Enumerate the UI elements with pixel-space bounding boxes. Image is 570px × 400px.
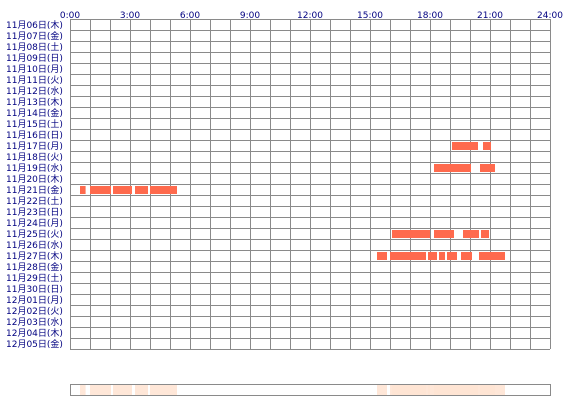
interval-bar: [439, 252, 445, 260]
row-label: 11月29日(土): [6, 272, 63, 284]
summary-segment: [80, 385, 86, 395]
row-label: 11月16日(日): [6, 130, 63, 141]
summary-segment: [447, 385, 457, 395]
row-label: 11月09日(日): [6, 53, 63, 64]
summary-strip: [70, 384, 551, 396]
interval-bar: [80, 186, 86, 194]
x-tick-label: 0:00: [60, 11, 80, 21]
row-label: 11月28日(金): [6, 261, 63, 273]
interval-bar: [434, 230, 454, 238]
x-tick-label: 15:00: [357, 11, 383, 21]
x-tick-label: 12:00: [297, 11, 323, 21]
interval-bar: [447, 252, 457, 260]
interval-bar: [113, 186, 132, 194]
summary-segment: [377, 385, 387, 395]
row-label: 11月13日(木): [6, 96, 63, 108]
row-label: 12月02日(火): [6, 306, 63, 317]
summary-segment: [479, 385, 505, 395]
interval-bars: [80, 142, 505, 260]
interval-bar: [434, 164, 471, 172]
x-tick-label: 21:00: [477, 11, 503, 21]
row-label: 11月15日(土): [6, 118, 63, 130]
row-label: 11月06日(木): [6, 19, 63, 31]
interval-bar: [480, 164, 495, 172]
row-label: 12月04日(木): [6, 327, 63, 339]
interval-bar: [483, 142, 491, 150]
row-label: 11月17日(月): [6, 141, 63, 152]
row-label: 12月05日(金): [6, 338, 63, 350]
x-tick-label: 6:00: [180, 11, 200, 21]
interval-bar: [377, 252, 387, 260]
x-tick-label: 3:00: [120, 11, 140, 21]
interval-bar: [150, 186, 177, 194]
row-label: 11月14日(金): [6, 107, 63, 119]
row-label: 11月10日(月): [6, 64, 63, 75]
interval-bar: [135, 186, 148, 194]
row-label: 12月01日(月): [6, 295, 63, 306]
summary-strip-frame: [70, 384, 551, 396]
x-tick-label: 9:00: [240, 11, 260, 21]
summary-segment: [150, 385, 177, 395]
row-label: 11月25日(火): [6, 229, 63, 240]
interval-bar: [392, 230, 430, 238]
row-label: 11月12日(水): [6, 85, 63, 97]
summary-segment: [113, 385, 132, 395]
interval-bar: [90, 186, 111, 194]
row-label: 11月21日(金): [6, 184, 63, 196]
summary-segment: [461, 385, 472, 395]
row-labels: 11月06日(木)11月07日(金)11月08日(土)11月09日(日)11月1…: [6, 19, 63, 350]
summary-segment: [135, 385, 148, 395]
row-label: 11月22日(土): [6, 195, 63, 207]
row-label: 11月07日(金): [6, 30, 63, 42]
row-label: 11月20日(木): [6, 173, 63, 185]
interval-bar: [481, 230, 489, 238]
interval-bar: [428, 252, 437, 260]
summary-segment: [428, 385, 437, 395]
row-label: 11月11日(火): [6, 75, 63, 86]
row-label: 11月27日(木): [6, 250, 63, 262]
x-tick-label: 24:00: [537, 11, 563, 21]
summary-segment: [390, 385, 426, 395]
interval-bar: [479, 252, 505, 260]
row-label: 11月26日(水): [6, 239, 63, 251]
row-label: 11月08日(土): [6, 41, 63, 53]
x-axis-ticks: 0:00 3:00 6:00 9:00 12:00 15:00 18:00 21:00 24:0…: [60, 11, 563, 21]
grid: [70, 19, 551, 350]
interval-bar: [390, 252, 426, 260]
row-label: 12月03日(水): [6, 316, 63, 328]
summary-segment: [90, 385, 111, 395]
row-label: 11月23日(日): [6, 207, 63, 218]
interval-bar: [461, 252, 472, 260]
row-label: 11月30日(日): [6, 284, 63, 295]
row-label: 11月24日(月): [6, 218, 63, 229]
interval-bar: [452, 142, 478, 150]
row-label: 11月19日(水): [6, 162, 63, 174]
row-label: 11月18日(火): [6, 152, 63, 163]
summary-segment: [439, 385, 445, 395]
x-tick-label: 18:00: [417, 11, 443, 21]
interval-bar: [463, 230, 479, 238]
